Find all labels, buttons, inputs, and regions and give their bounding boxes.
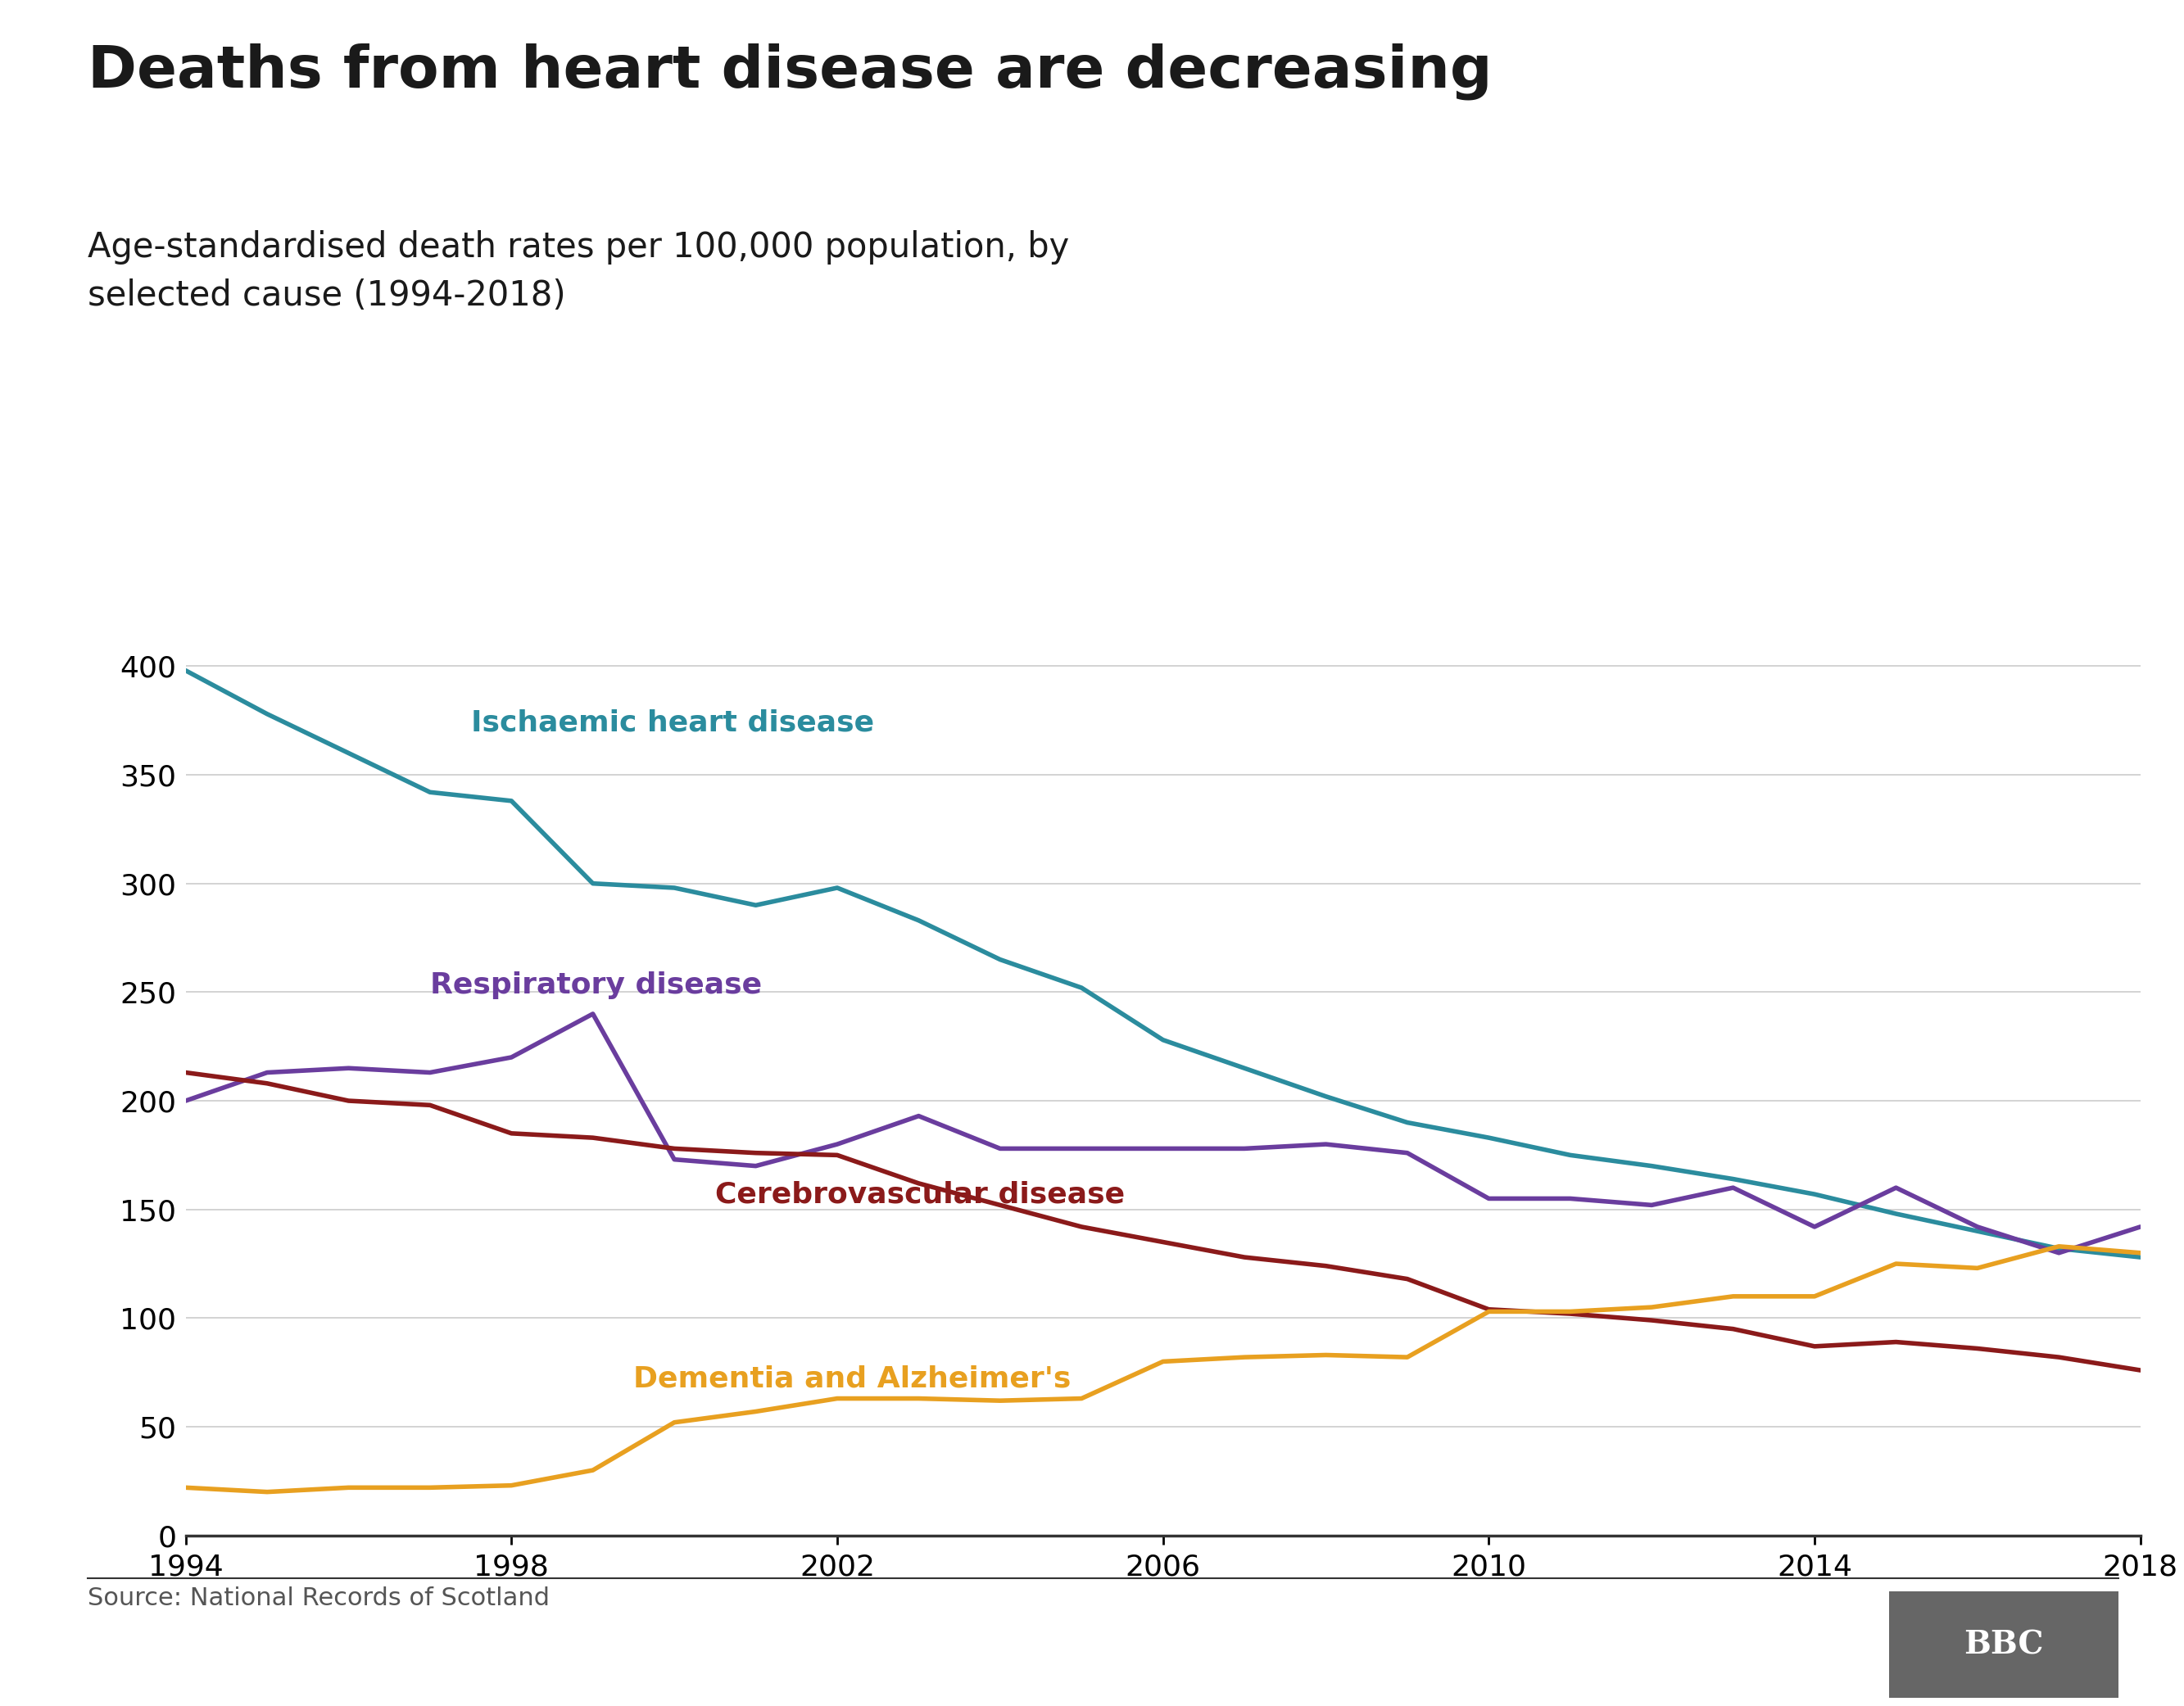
Text: BBC: BBC [1963, 1629, 2044, 1660]
Text: Age-standardised death rates per 100,000 population, by
selected cause (1994-201: Age-standardised death rates per 100,000… [87, 230, 1068, 312]
Text: Cerebrovascular disease: Cerebrovascular disease [714, 1181, 1125, 1208]
Text: Respiratory disease: Respiratory disease [430, 972, 762, 1000]
Text: Ischaemic heart disease: Ischaemic heart disease [472, 708, 874, 737]
Text: Deaths from heart disease are decreasing: Deaths from heart disease are decreasing [87, 43, 1492, 99]
Text: Source: National Records of Scotland: Source: National Records of Scotland [87, 1587, 550, 1610]
Text: Dementia and Alzheimer's: Dementia and Alzheimer's [633, 1365, 1072, 1392]
